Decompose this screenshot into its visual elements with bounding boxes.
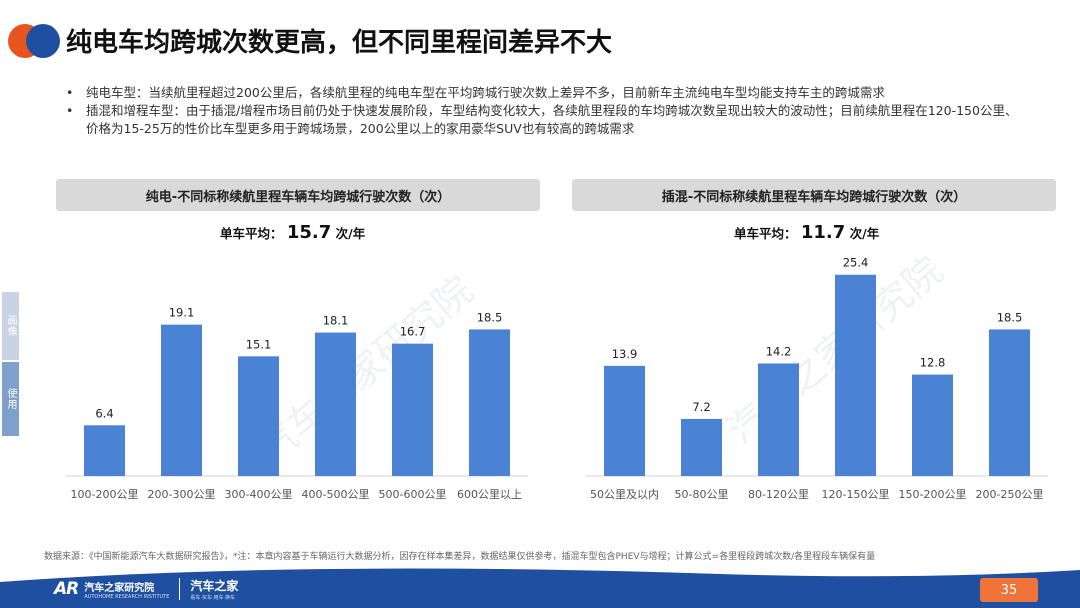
bar [681,418,722,476]
page-title: 纯电车均跨城次数更高，但不同里程间差异不大 [66,28,613,58]
bar [84,425,125,476]
brand-mark: AR [54,579,79,599]
average-unit: 次/年 [849,226,880,241]
chart-title-bev: 纯电-不同标称续航里程车辆车均跨城行驶次数（次） [56,179,540,211]
side-tab-usage[interactable]: 使用 [2,362,19,436]
x-tick-label: 50-80公里 [675,488,729,501]
bar [469,329,510,476]
data-label: 12.8 [920,356,946,370]
x-tick-label: 400-500公里 [302,488,370,501]
x-tick-label: 200-300公里 [148,488,216,501]
x-tick-label: 150-200公里 [899,488,967,501]
data-label: 18.5 [477,310,503,324]
x-tick-label: 300-400公里 [225,488,293,501]
brand-name-secondary: 汽车之家 [190,579,239,593]
brand-sub: AUTOHOME RESEARCH INSTITUTE [84,593,170,600]
average-line-bev: 单车平均： 15.7 次/年 [220,222,365,243]
average-value: 11.7 [800,222,846,243]
data-label: 19.1 [169,306,195,320]
data-label: 13.9 [612,347,638,361]
footnote: 数据来源：《中国新能源汽车大数据研究报告》，*注：本章内容基于车辆运行大数据分析… [44,552,876,562]
bar [238,356,279,476]
bullet-list: 纯电车型：当续航里程超过200公里后，各续航里程的纯电车型在平均跨城行驶次数上差… [62,84,1022,138]
bar [392,343,433,476]
data-label: 18.1 [323,314,349,328]
x-tick-label: 100-200公里 [71,488,139,501]
average-line-phev: 单车平均： 11.7 次/年 [734,222,879,243]
average-label: 单车平均： [220,226,283,241]
chart-title-phev: 插混-不同标称续航里程车辆车均跨城行驶次数（次） [572,179,1056,211]
average-value: 15.7 [286,222,332,243]
brand-sub-secondary: 看车·买车·用车·换车 [190,595,236,601]
bar [758,363,799,476]
data-label: 18.5 [997,310,1023,324]
blue-dot [26,24,60,58]
side-tab-profile[interactable]: 画像 [2,292,19,360]
x-tick-label: 500-600公里 [379,488,447,501]
x-tick-label: 120-150公里 [822,488,890,501]
data-label: 25.4 [843,256,869,270]
brand-name: 汽车之家研究院 [84,582,155,594]
bar [161,324,202,476]
x-tick-label: 200-250公里 [976,488,1044,501]
bar [315,332,356,476]
average-unit: 次/年 [335,226,366,241]
x-tick-label: 50公里及以内 [590,487,659,501]
data-label: 16.7 [400,325,426,339]
bullet-item: 纯电车型：当续航里程超过200公里后，各续航里程的纯电车型在平均跨城行驶次数上差… [62,84,1022,102]
bullet-item: 插混和增程车型：由于插混/增程市场目前仍处于快速发展阶段，车型结构变化较大，各续… [62,102,1022,138]
bar [604,365,645,476]
bar-chart-phev: 13.9 50公里及以内 7.2 50-80公里 14.2 80-120公里 25.4 120… [586,256,1048,501]
average-label: 单车平均： [734,226,797,241]
data-label: 14.2 [766,344,792,358]
brand-divider [179,578,181,600]
bar-chart-bev: 6.4 100-200公里 19.1 200-300公里 15.1 300-400公里 18… [66,306,528,501]
data-label: 15.1 [246,337,272,351]
x-tick-label: 600公里以上 [457,488,522,501]
footer-band [0,568,1080,608]
bar [912,374,953,476]
bar [989,329,1030,476]
page-number: 35 [980,578,1038,602]
logo-dots [8,24,60,58]
brand-logo[interactable]: AR 汽车之家研究院 AUTOHOME RESEARCH INSTITUTE 汽… [54,577,238,601]
data-label: 6.4 [95,406,113,420]
data-label: 7.2 [692,400,710,414]
x-tick-label: 80-120公里 [748,488,809,501]
bar [835,274,876,476]
